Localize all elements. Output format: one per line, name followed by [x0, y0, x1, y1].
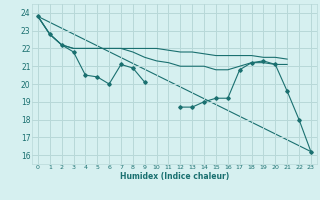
X-axis label: Humidex (Indice chaleur): Humidex (Indice chaleur) — [120, 172, 229, 181]
